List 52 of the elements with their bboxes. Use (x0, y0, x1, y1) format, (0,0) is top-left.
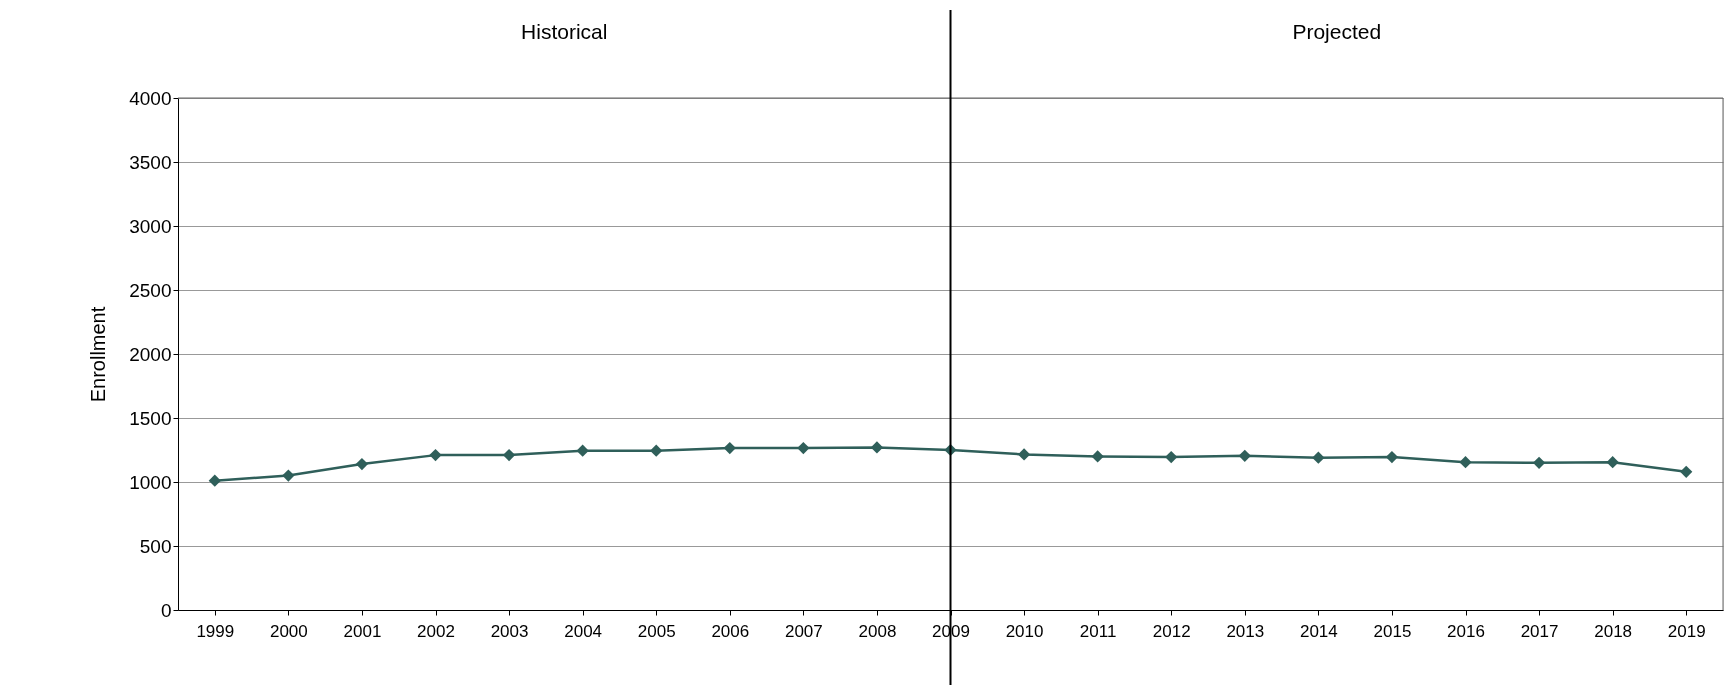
point (208, 474, 221, 487)
x-tick-label: 2011 (1079, 621, 1117, 641)
x-tick-label: 2010 (1005, 621, 1044, 641)
y-tick-label: 1500 (129, 407, 172, 429)
point (1165, 450, 1178, 464)
point (1017, 448, 1031, 461)
y-axis-title: Enrollment (87, 306, 110, 403)
x-tick-label: 2006 (711, 621, 750, 641)
point (576, 444, 589, 457)
point (650, 444, 663, 457)
x-tick-label: 2004 (564, 621, 603, 641)
point (355, 457, 369, 471)
y-tick-label: 3000 (129, 215, 172, 237)
point (870, 441, 884, 454)
point (1459, 456, 1472, 469)
x-tick-label: 2017 (1520, 621, 1559, 641)
x-tick-label: 1999 (196, 621, 235, 641)
x-tick-label: 2003 (490, 621, 529, 641)
text: Projected (1292, 20, 1382, 43)
x-tick-label: 2001 (343, 621, 382, 641)
y-tick-label: 0 (160, 599, 172, 621)
point (1680, 465, 1693, 478)
x-tick-label: 2019 (1667, 621, 1706, 641)
x-tick-label: 2016 (1447, 621, 1485, 641)
y-tick-label: 1000 (129, 471, 172, 493)
x-tick-label: 2015 (1373, 621, 1412, 641)
x-tick-label: 2018 (1594, 621, 1633, 641)
point (429, 449, 442, 462)
point (282, 469, 295, 482)
y-tick-label: 2000 (129, 343, 172, 365)
point (1091, 450, 1104, 463)
y-tick-label: 500 (139, 535, 172, 557)
y-tick-label: 2500 (129, 279, 172, 301)
point (797, 441, 810, 455)
x-tick-label: 2014 (1299, 621, 1338, 641)
point (1385, 450, 1399, 464)
x-tick-label: 2012 (1152, 621, 1191, 641)
point (1532, 456, 1546, 469)
x-tick-label: 2002 (417, 621, 455, 641)
point (1606, 456, 1619, 469)
x-tick-label: 2005 (637, 621, 676, 641)
x-tick-label: 2000 (269, 621, 308, 641)
x-tick-label: 2013 (1226, 621, 1265, 641)
x-tick-label: 2008 (858, 621, 897, 641)
y-tick-label: 4000 (129, 87, 172, 109)
point (1238, 449, 1251, 462)
point (502, 449, 516, 462)
y-tick-label: 3500 (129, 151, 172, 173)
x-tick-label: 2007 (784, 621, 823, 641)
point (723, 441, 736, 455)
text: Historical (521, 20, 608, 43)
point (1312, 451, 1325, 464)
